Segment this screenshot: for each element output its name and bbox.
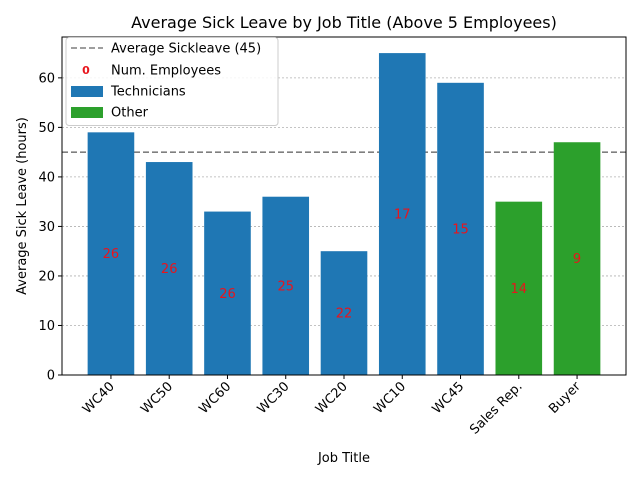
x-tick-label: Buyer xyxy=(546,379,584,417)
bar xyxy=(437,82,484,376)
y-tick-label: 0 xyxy=(47,369,55,384)
x-tick-label: WC60 xyxy=(196,379,234,417)
bars xyxy=(87,53,601,376)
bar xyxy=(495,201,543,375)
bar xyxy=(204,211,251,375)
bar xyxy=(553,142,601,375)
y-tick-label: 10 xyxy=(38,319,55,334)
count-label: 25 xyxy=(277,279,294,294)
legend-label: Other xyxy=(111,106,149,121)
count-label: 14 xyxy=(511,282,528,297)
x-tick-label: WC40 xyxy=(80,379,118,417)
count-label: 17 xyxy=(394,208,411,223)
x-axis: WC40 WC50 WC60 WC30 WC20 WC10 WC45 Sales Rep. Bu… xyxy=(80,375,584,438)
x-tick-label: WC45 xyxy=(430,379,468,417)
y-tick-label: 20 xyxy=(38,269,55,284)
bar xyxy=(87,132,135,375)
x-tick-label: Sales Rep. xyxy=(467,379,525,437)
bar xyxy=(262,196,310,375)
y-tick-label: 60 xyxy=(38,71,55,86)
bar xyxy=(378,53,426,375)
y-tick-label: 40 xyxy=(38,170,55,185)
legend-swatch xyxy=(71,107,103,118)
x-tick-label: WC30 xyxy=(255,379,293,417)
legend-swatch xyxy=(71,86,103,97)
employee-count-labels: 26 26 26 25 22 17 15 14 9 xyxy=(103,208,582,322)
bar xyxy=(145,162,193,375)
y-axis: 0 10 20 30 40 50 60 xyxy=(38,71,62,384)
legend: Average Sickleave (45) 0 Num. Employees Tec… xyxy=(65,37,279,126)
chart-title: Average Sick Leave by Job Title (Above 5… xyxy=(131,13,557,32)
x-tick-label: WC50 xyxy=(138,379,176,417)
legend-label: Average Sickleave (45) xyxy=(111,42,261,57)
count-label: 26 xyxy=(161,262,178,277)
y-tick-label: 50 xyxy=(38,121,55,136)
count-label: 26 xyxy=(219,287,236,302)
x-tick-label: WC20 xyxy=(313,379,351,417)
y-axis-label: Average Sick Leave (hours) xyxy=(15,117,30,295)
x-axis-label: Job Title xyxy=(317,451,370,466)
legend-count-marker: 0 xyxy=(82,64,90,77)
count-label: 22 xyxy=(336,307,353,322)
legend-box xyxy=(65,37,279,126)
count-label: 26 xyxy=(103,247,120,262)
count-label: 9 xyxy=(573,252,581,267)
count-label: 15 xyxy=(452,222,469,237)
legend-label: Technicians xyxy=(110,85,186,100)
legend-label: Num. Employees xyxy=(111,64,221,79)
x-tick-label: WC10 xyxy=(371,379,409,417)
y-tick-label: 30 xyxy=(38,220,55,235)
bar xyxy=(320,251,368,375)
